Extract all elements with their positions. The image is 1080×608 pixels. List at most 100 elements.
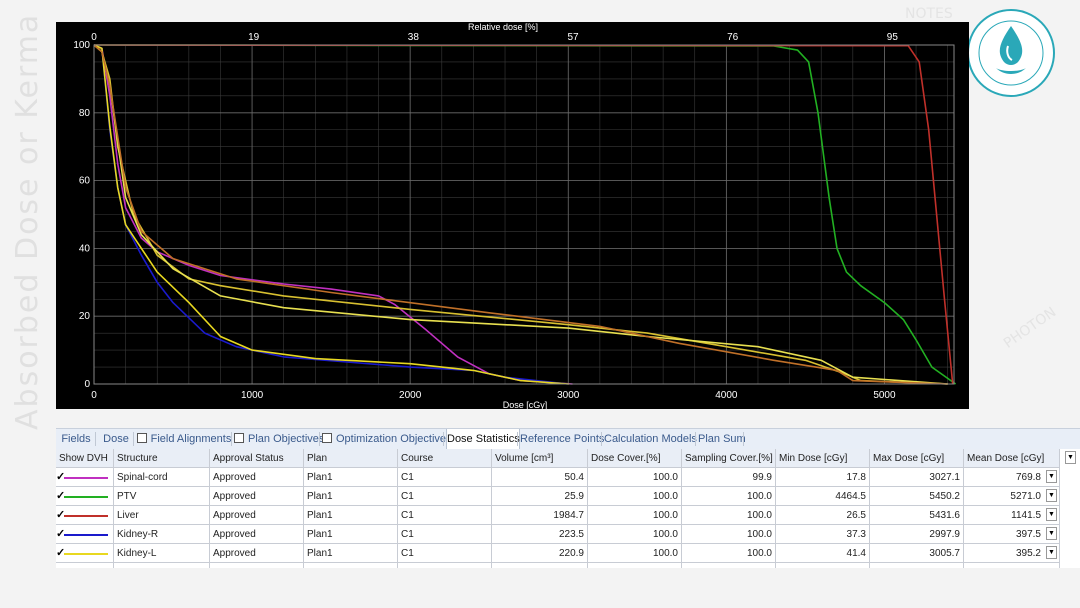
tab-separator	[517, 432, 518, 446]
y-tick-label: 20	[79, 311, 91, 322]
column-header[interactable]: Max Dose [cGy]	[870, 449, 964, 468]
column-header[interactable]: Approval Status	[210, 449, 304, 468]
cell-empty	[776, 563, 870, 568]
cell-volume: 25.9	[492, 487, 588, 506]
cell-approval: Approved	[210, 487, 304, 506]
tab-dose[interactable]: Dose	[98, 429, 134, 449]
column-menu-dropdown-icon[interactable]: ▼	[1065, 451, 1076, 464]
x-tick-label: 1000	[241, 390, 264, 401]
tab-field-alignments[interactable]: Field Alignments	[136, 429, 232, 449]
cell-mean-dose: 769.8	[964, 468, 1060, 487]
table-row-partial	[56, 563, 1080, 568]
show-dvh-cell[interactable]: ✓	[56, 487, 114, 506]
cell-structure: PTV	[114, 487, 210, 506]
tab-plan-objectives[interactable]: Plan Objectives	[234, 429, 324, 449]
tab-separator	[601, 432, 602, 446]
watermark-side-text: PHOTON	[1000, 304, 1060, 352]
table-row[interactable]: ✓ PTV Approved Plan1 C1 25.9 100.0 100.0 4464.5 5…	[56, 487, 1080, 506]
tab-optimization-objectives[interactable]: Optimization Objectives	[322, 429, 452, 449]
column-header[interactable]: Mean Dose [cGy]	[964, 449, 1060, 468]
show-dvh-cell[interactable]: ✓	[56, 525, 114, 544]
show-dvh-check-icon[interactable]: ✓	[56, 528, 66, 540]
x-tick-label: 2000	[399, 390, 422, 401]
tab-bar: Fields Dose Field Alignments Plan Objective…	[56, 428, 1080, 450]
column-header[interactable]: Plan	[304, 449, 398, 468]
cell-sampling-cover: 100.0	[682, 525, 776, 544]
cell-min-dose: 41.4	[776, 544, 870, 563]
cell-min-dose: 37.3	[776, 525, 870, 544]
column-header[interactable]: Min Dose [cGy]	[776, 449, 870, 468]
tab-plan-sum[interactable]: Plan Sum	[698, 429, 746, 449]
cell-course: C1	[398, 525, 492, 544]
row-dropdown-icon[interactable]: ▼	[1046, 546, 1057, 559]
row-dropdown-icon[interactable]: ▼	[1046, 508, 1057, 521]
show-dvh-check-icon[interactable]: ✓	[56, 547, 66, 559]
cell-dose-cover: 100.0	[588, 544, 682, 563]
top-tick-label: 76	[727, 32, 739, 43]
cell-volume: 50.4	[492, 468, 588, 487]
tab-separator	[95, 432, 96, 446]
dvh-curve-kidney-l	[93, 44, 570, 385]
tab-label: Reference Points	[520, 433, 605, 445]
show-dvh-check-icon[interactable]: ✓	[56, 471, 66, 483]
dvh-line-swatch	[64, 553, 108, 555]
tab-checkbox[interactable]	[136, 433, 147, 443]
cell-structure: Liver	[114, 506, 210, 525]
cell-approval: Approved	[210, 525, 304, 544]
tab-label: Fields	[61, 433, 91, 445]
y-tick-label: 0	[84, 379, 90, 390]
column-header[interactable]: Volume [cm³]	[492, 449, 588, 468]
hospital-logo	[967, 9, 1055, 97]
row-dropdown-icon[interactable]: ▼	[1046, 489, 1057, 502]
tab-separator	[695, 432, 696, 446]
show-dvh-cell[interactable]: ✓	[56, 468, 114, 487]
tab-calculation-models[interactable]: Calculation Models	[604, 429, 697, 449]
tab-reference-points[interactable]: Reference Points	[520, 429, 605, 449]
cell-mean-dose: 395.2	[964, 544, 1060, 563]
cell-max-dose: 3027.1	[870, 468, 964, 487]
row-dropdown-icon[interactable]: ▼	[1046, 527, 1057, 540]
table-row[interactable]: ✓ Liver Approved Plan1 C1 1984.7 100.0 100.0 26.…	[56, 506, 1080, 525]
cell-plan: Plan1	[304, 525, 398, 544]
table-row[interactable]: ✓ Kidney-L Approved Plan1 C1 220.9 100.0 100.0 4…	[56, 544, 1080, 563]
y-tick-label: 80	[79, 108, 91, 119]
top-axis-label: Relative dose [%]	[468, 22, 538, 32]
cell-empty	[964, 563, 1060, 568]
dvh-line-swatch	[64, 496, 108, 498]
dvh-line-swatch	[64, 477, 108, 479]
table-row[interactable]: ✓ Spinal-cord Approved Plan1 C1 50.4 100.0 99.9…	[56, 468, 1080, 487]
x-tick-label: 5000	[873, 390, 896, 401]
tab-separator	[231, 432, 232, 446]
cell-max-dose: 3005.7	[870, 544, 964, 563]
show-dvh-cell[interactable]: ✓	[56, 506, 114, 525]
row-dropdown-icon[interactable]: ▼	[1046, 470, 1057, 483]
column-header[interactable]: Dose Cover.[%]	[588, 449, 682, 468]
show-dvh-cell[interactable]: ✓	[56, 544, 114, 563]
chart-curves	[93, 44, 957, 385]
cell-mean-dose: 397.5	[964, 525, 1060, 544]
column-header[interactable]: Sampling Cover.[%]	[682, 449, 776, 468]
tab-checkbox[interactable]	[234, 433, 244, 443]
cell-empty	[304, 563, 398, 568]
x-tick-label: 3000	[557, 390, 580, 401]
x-tick-label: 4000	[715, 390, 738, 401]
y-tick-label: 100	[73, 40, 90, 51]
cell-dose-cover: 100.0	[588, 525, 682, 544]
column-header[interactable]: Structure	[114, 449, 210, 468]
tab-checkbox[interactable]	[322, 433, 332, 443]
cell-sampling-cover: 100.0	[682, 487, 776, 506]
table-row[interactable]: ✓ Kidney-R Approved Plan1 C1 223.5 100.0 100.0 3…	[56, 525, 1080, 544]
y-tick-label: 60	[79, 176, 91, 187]
show-dvh-check-icon[interactable]: ✓	[56, 490, 66, 502]
column-header[interactable]: Course	[398, 449, 492, 468]
cell-sampling-cover: 100.0	[682, 506, 776, 525]
show-dvh-check-icon[interactable]: ✓	[56, 509, 66, 521]
top-tick-label: 19	[248, 32, 260, 43]
tab-dose-statistics[interactable]: Dose Statistics	[446, 429, 520, 449]
tab-fields[interactable]: Fields	[56, 429, 96, 449]
cell-sampling-cover: 100.0	[682, 544, 776, 563]
cell-volume: 1984.7	[492, 506, 588, 525]
cell-volume: 223.5	[492, 525, 588, 544]
column-header[interactable]: Show DVH	[56, 449, 114, 468]
